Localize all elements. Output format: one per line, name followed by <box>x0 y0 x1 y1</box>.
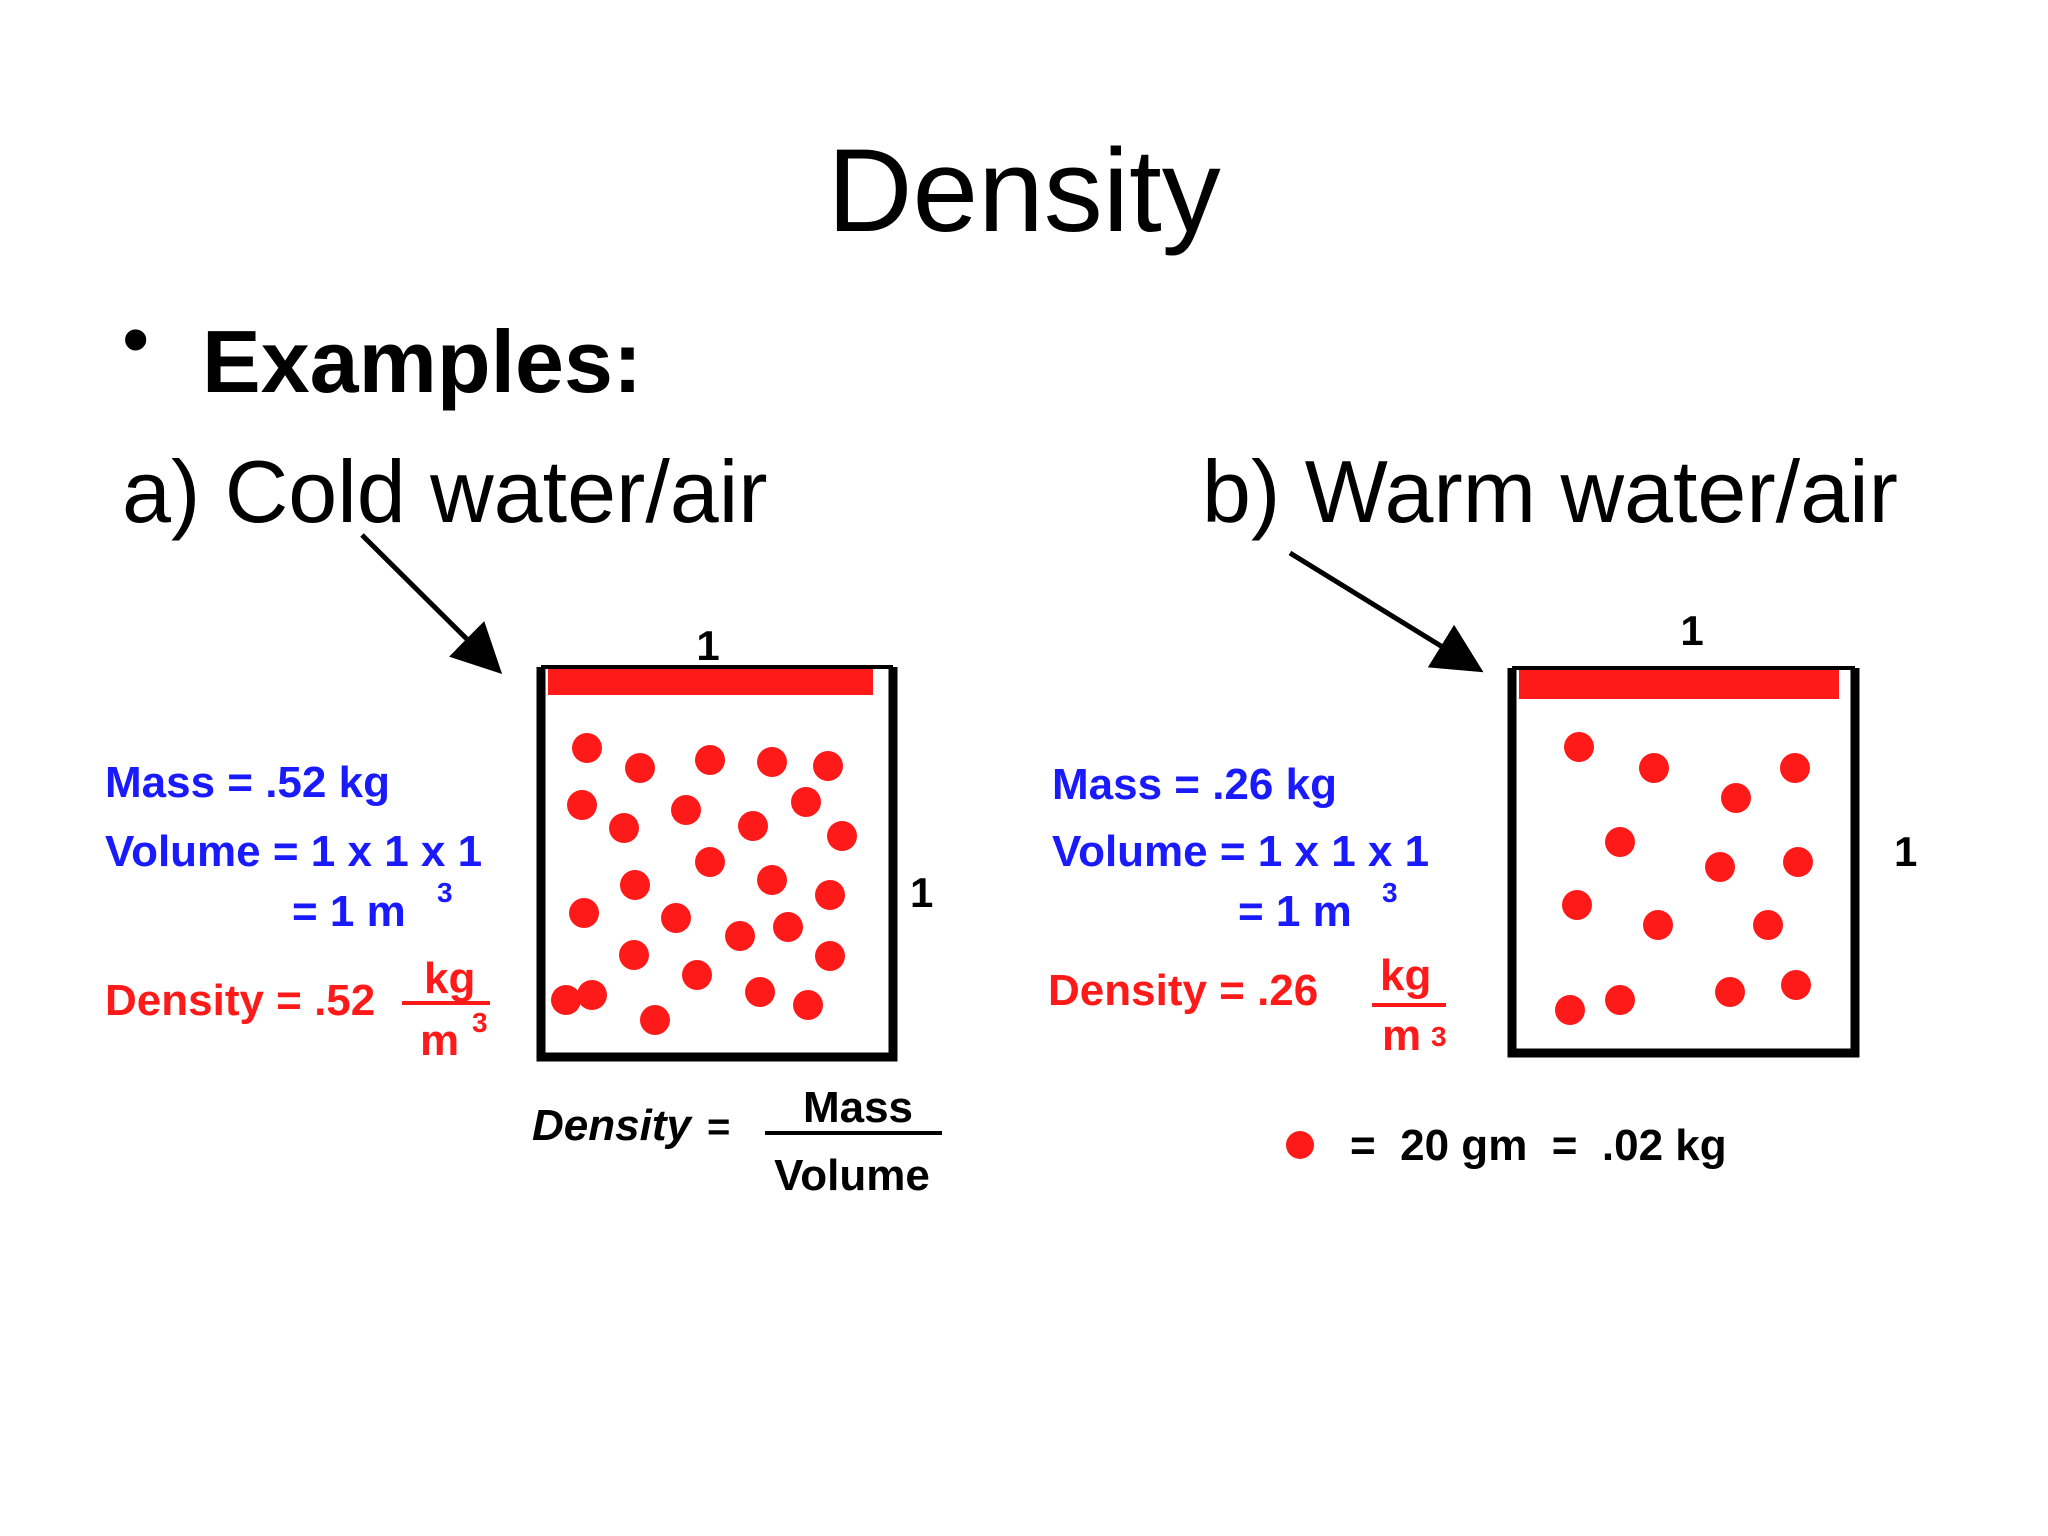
legend-text: = 20 gm = .02 kg <box>1350 1121 1727 1170</box>
example-a-particle <box>671 795 701 825</box>
example-b-unit-numerator: kg <box>1380 951 1431 1000</box>
example-a-top-dimension: 1 <box>696 622 719 669</box>
example-a-volume-exponent: 3 <box>437 877 453 908</box>
example-b-particle <box>1715 977 1745 1007</box>
example-b-particle <box>1555 995 1585 1025</box>
formula-lhs: Density <box>532 1101 693 1150</box>
example-b-volume: Volume = 1 x 1 x 1 <box>1052 827 1429 876</box>
example-a-particle <box>745 977 775 1007</box>
example-b-volume-result: = 1 m <box>1238 887 1352 936</box>
example-b-particle <box>1780 753 1810 783</box>
example-a-particle <box>773 912 803 942</box>
example-b-particle <box>1753 910 1783 940</box>
example-b-particle <box>1781 970 1811 1000</box>
particles-b <box>1555 732 1813 1025</box>
example-a-side-dimension: 1 <box>910 869 933 916</box>
example-b-particle <box>1643 910 1673 940</box>
example-a-particle <box>813 751 843 781</box>
example-b-particle <box>1639 753 1669 783</box>
example-a-unit-exponent: 3 <box>472 1007 488 1038</box>
example-a-particle <box>625 753 655 783</box>
example-b-side-dimension: 1 <box>1894 828 1917 875</box>
example-b-particle <box>1564 732 1594 762</box>
example-b-particle <box>1705 852 1735 882</box>
example-b-density: Density = .26 <box>1048 966 1318 1015</box>
example-a-unit-numerator: kg <box>424 954 475 1003</box>
arrow-b <box>1288 550 1484 673</box>
example-a-unit-denominator: m <box>420 1016 459 1065</box>
example-a-particle <box>577 980 607 1010</box>
example-a-particle <box>682 960 712 990</box>
example-b-unit-exponent: 3 <box>1431 1021 1447 1052</box>
example-a-particle <box>640 1005 670 1035</box>
example-a-particle <box>567 790 597 820</box>
example-a-particle <box>815 941 845 971</box>
example-a-particle <box>609 813 639 843</box>
formula-equals: = <box>707 1105 730 1149</box>
example-a-mass: Mass = .52 kg <box>105 758 390 807</box>
example-a-particle <box>791 787 821 817</box>
example-a-particle <box>569 898 599 928</box>
example-a-particle <box>695 847 725 877</box>
example-b-particle <box>1562 890 1592 920</box>
example-a-particle <box>620 870 650 900</box>
example-b-particle <box>1721 783 1751 813</box>
slide-title: Density <box>827 125 1221 257</box>
example-b-mass: Mass = .26 kg <box>1052 760 1337 809</box>
container-a <box>536 665 898 1062</box>
container-b <box>1507 666 1860 1058</box>
example-a-particle <box>695 745 725 775</box>
example-a-volume: Volume = 1 x 1 x 1 <box>105 827 482 876</box>
example-b-particle <box>1605 985 1635 1015</box>
formula-denominator: Volume <box>774 1151 930 1200</box>
example-a-particle <box>661 903 691 933</box>
example-a-particle <box>725 921 755 951</box>
example-a-particle <box>551 985 581 1015</box>
container-a-lid <box>548 669 873 695</box>
example-b-volume-exponent: 3 <box>1382 877 1398 908</box>
bullet-point: • <box>122 295 150 383</box>
container-b-lid <box>1519 668 1839 699</box>
example-a-density: Density = .52 <box>105 976 375 1025</box>
example-a-volume-result: = 1 m <box>292 887 406 936</box>
formula-numerator: Mass <box>803 1083 913 1132</box>
bullet-heading: Examples: <box>202 312 643 411</box>
arrow-a <box>360 533 503 675</box>
example-a-particle <box>572 733 602 763</box>
example-a-particle <box>815 880 845 910</box>
example-a-particle <box>619 940 649 970</box>
example-b-unit-denominator: m <box>1382 1011 1421 1060</box>
example-b-label: b) Warm water/air <box>1202 442 1898 541</box>
example-b-particle <box>1605 827 1635 857</box>
example-a-label: a) Cold water/air <box>122 442 768 541</box>
legend-particle-icon <box>1286 1131 1314 1159</box>
example-a-particle <box>793 990 823 1020</box>
example-a-particle <box>757 747 787 777</box>
example-a-particle <box>738 811 768 841</box>
example-a-particle <box>827 821 857 851</box>
example-b-top-dimension: 1 <box>1680 607 1703 654</box>
example-a-particle <box>757 865 787 895</box>
particles-a <box>551 733 857 1035</box>
example-b-particle <box>1783 847 1813 877</box>
